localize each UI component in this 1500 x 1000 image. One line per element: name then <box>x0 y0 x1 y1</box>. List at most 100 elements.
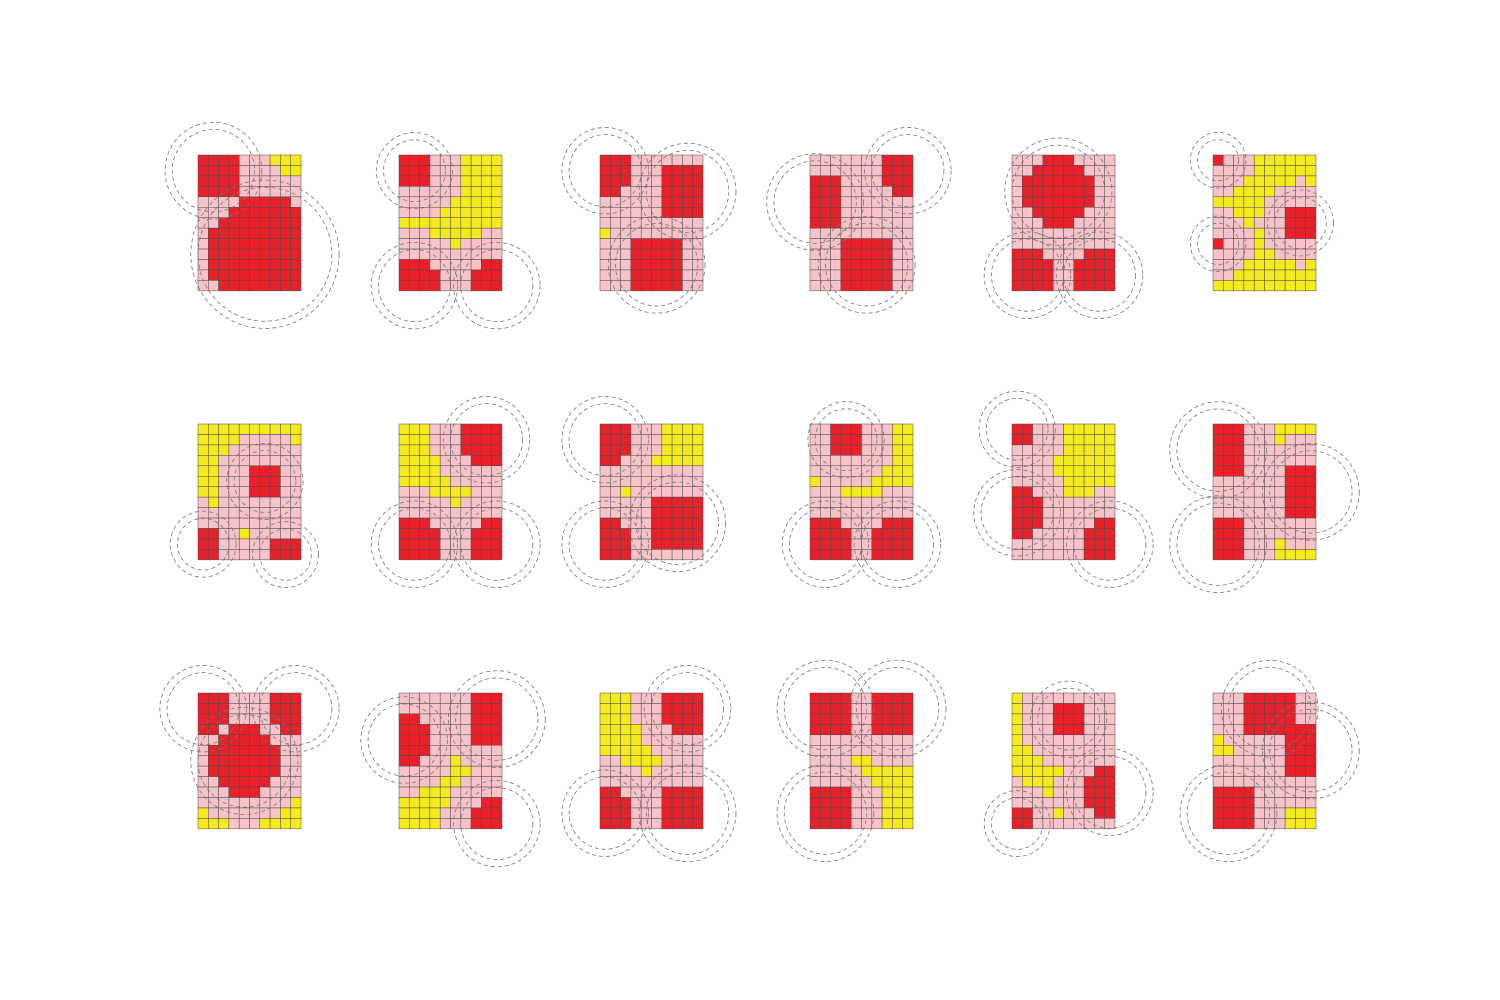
cell <box>290 745 302 756</box>
cell <box>228 765 240 777</box>
cell <box>439 186 451 198</box>
cell <box>1212 745 1224 756</box>
cell <box>429 476 441 487</box>
cell <box>840 175 852 187</box>
cell <box>491 280 503 292</box>
cell <box>1052 455 1064 467</box>
cell <box>820 528 831 540</box>
cell <box>1083 455 1095 467</box>
cell <box>269 703 281 715</box>
cell <box>238 175 250 187</box>
cell <box>290 724 302 736</box>
cell <box>1032 703 1044 715</box>
cell <box>809 455 821 467</box>
cell <box>1212 248 1224 260</box>
cell <box>249 476 261 487</box>
cell <box>197 528 209 540</box>
cell <box>692 486 704 498</box>
cell <box>481 818 492 830</box>
cell <box>439 797 451 809</box>
cell <box>1274 196 1286 208</box>
cell <box>902 786 914 798</box>
cell <box>1052 776 1064 788</box>
cell <box>280 259 291 271</box>
cell <box>820 165 831 177</box>
cell <box>830 476 842 487</box>
cell <box>249 238 261 250</box>
cell <box>470 507 482 519</box>
cell <box>1305 786 1317 798</box>
cell <box>830 734 842 746</box>
dashed-outline <box>197 186 333 322</box>
cell <box>290 507 302 519</box>
cell <box>470 765 482 777</box>
cell <box>249 549 261 561</box>
cell <box>620 269 632 281</box>
cell <box>850 486 862 498</box>
cell <box>892 496 903 508</box>
cell <box>640 755 652 767</box>
cell <box>238 423 250 435</box>
cell <box>228 259 240 271</box>
dashed-outline <box>370 500 459 588</box>
cell <box>682 444 693 456</box>
cell <box>1223 713 1234 725</box>
cell <box>830 755 842 767</box>
cell <box>460 486 472 498</box>
cell <box>1264 713 1276 725</box>
cell <box>1032 692 1044 704</box>
cell <box>259 280 271 292</box>
cell <box>280 238 291 250</box>
cell <box>661 186 673 198</box>
cell <box>610 703 621 715</box>
cell <box>610 745 621 756</box>
cell <box>1243 755 1255 767</box>
cell <box>661 538 673 550</box>
cell <box>290 175 302 187</box>
cell <box>470 818 482 830</box>
cell <box>481 797 492 809</box>
cell <box>610 496 621 508</box>
cell <box>620 692 632 704</box>
cell <box>682 217 693 229</box>
cell <box>630 280 642 292</box>
cell <box>218 755 230 767</box>
cell <box>830 818 842 830</box>
cell <box>850 186 862 198</box>
cell <box>1253 259 1265 271</box>
dashed-outline <box>1169 401 1267 499</box>
cell <box>1011 507 1023 519</box>
cell <box>1212 818 1224 830</box>
cell <box>1295 217 1306 229</box>
cell <box>1243 734 1255 746</box>
cell <box>429 507 441 519</box>
cell <box>269 538 281 550</box>
cell <box>398 496 410 508</box>
cell <box>280 507 291 519</box>
cell <box>692 280 704 292</box>
cell <box>1264 455 1276 467</box>
cell <box>599 238 611 250</box>
cell <box>1073 549 1085 561</box>
cell <box>290 434 302 446</box>
cell <box>599 423 611 435</box>
cell <box>1274 734 1286 746</box>
cell <box>1052 486 1064 498</box>
cell <box>1284 713 1296 725</box>
cell <box>470 227 482 239</box>
cell <box>290 444 302 456</box>
cell <box>610 269 621 281</box>
cell <box>1104 538 1116 550</box>
cell <box>820 434 831 446</box>
cell <box>902 175 914 187</box>
cell <box>1274 269 1286 281</box>
cell <box>208 248 219 260</box>
cell <box>630 538 642 550</box>
cell <box>892 745 903 756</box>
cell <box>470 703 482 715</box>
cell <box>481 528 492 540</box>
cell <box>1233 269 1245 281</box>
cell <box>809 818 821 830</box>
cell <box>398 818 410 830</box>
cell <box>692 755 704 767</box>
